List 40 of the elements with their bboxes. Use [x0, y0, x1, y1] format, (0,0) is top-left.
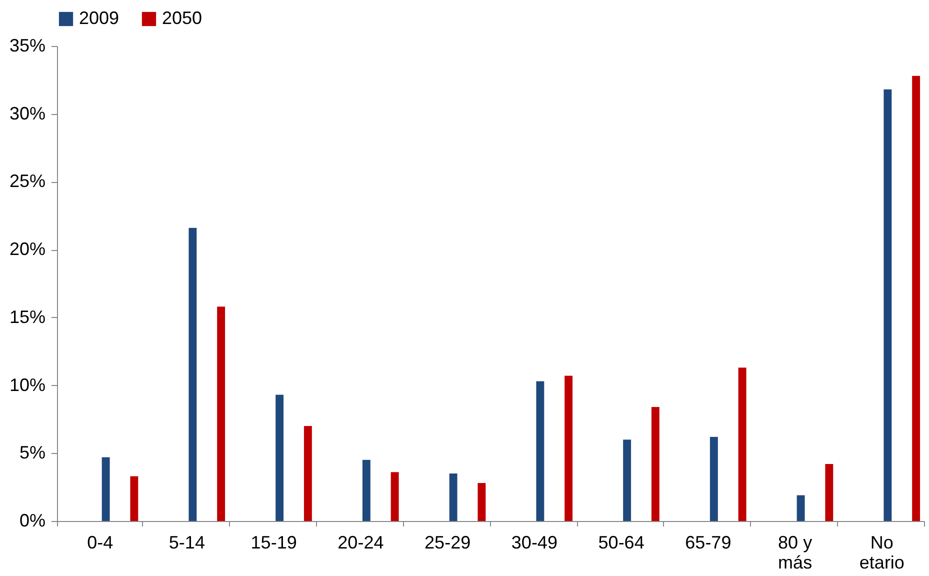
- bar: [130, 476, 138, 521]
- y-tick-label: 30%: [9, 103, 46, 124]
- bar: [217, 306, 226, 521]
- y-tick-label: 15%: [9, 306, 46, 327]
- bar: [884, 89, 892, 521]
- x-tick-label: 25-29: [424, 532, 471, 552]
- bar: [304, 426, 312, 521]
- bar: [276, 394, 284, 521]
- x-tick-label: 0-4: [87, 532, 114, 552]
- x-tick-label: 80 y más: [778, 532, 812, 572]
- bar: [390, 472, 399, 521]
- legend-label: 2050: [162, 8, 202, 28]
- x-tick-label: 5-14: [168, 532, 205, 552]
- y-tick-label: 25%: [9, 171, 46, 192]
- bar: [478, 483, 486, 521]
- x-tick-label: 30-49: [511, 532, 558, 552]
- y-tick-label: 10%: [9, 374, 46, 395]
- bar: [912, 76, 920, 521]
- x-tick-label: 65-79: [685, 532, 732, 552]
- x-tick-label: 50-64: [598, 532, 644, 552]
- bar: [623, 440, 632, 521]
- x-tick-label: 20-24: [338, 532, 384, 552]
- bar: [796, 495, 805, 521]
- bar: [710, 436, 718, 521]
- bar: [362, 460, 370, 521]
- bar: [564, 376, 573, 521]
- x-tick-label: No etario: [859, 532, 904, 572]
- bar: [188, 228, 197, 521]
- bar: [825, 464, 834, 521]
- bar: [102, 457, 110, 521]
- bar: [738, 368, 746, 521]
- y-tick-label: 0%: [19, 510, 46, 530]
- y-tick-label: 20%: [9, 239, 46, 260]
- y-tick-label: 5%: [19, 442, 46, 463]
- x-tick-label: 15-19: [250, 532, 297, 552]
- legend-label: 2009: [79, 8, 120, 28]
- bar: [449, 474, 458, 521]
- bar: [536, 381, 544, 521]
- y-tick-label: 35%: [9, 36, 46, 56]
- bar: [651, 407, 660, 521]
